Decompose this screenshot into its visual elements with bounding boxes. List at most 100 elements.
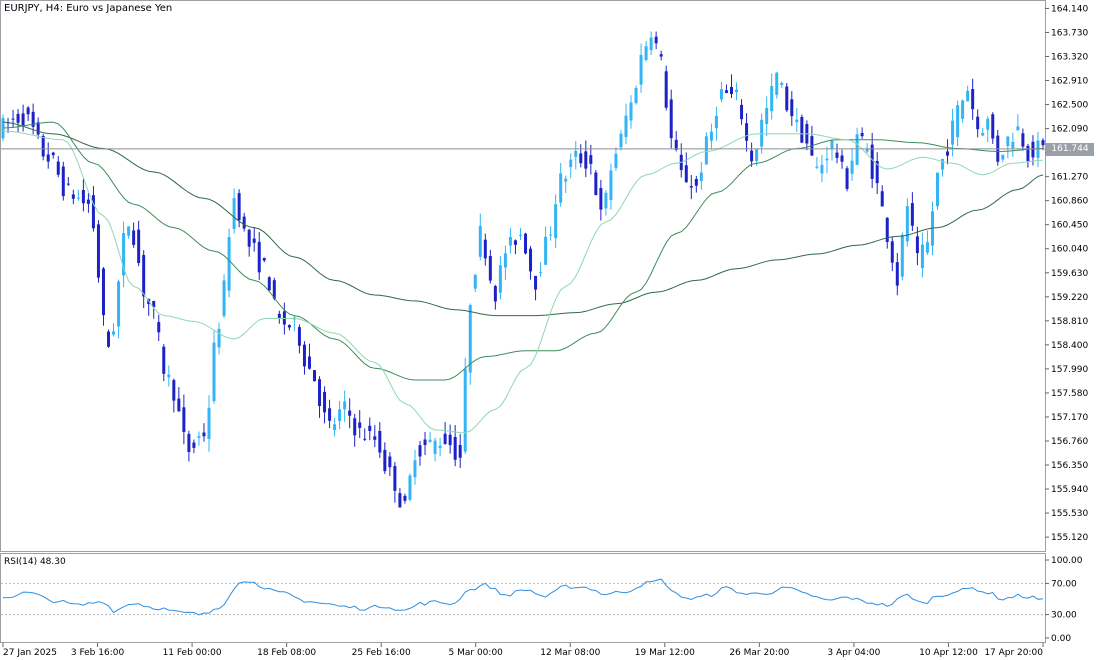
- time-tick-label: 3 Apr 04:00: [827, 648, 880, 658]
- candle-body: [423, 439, 427, 446]
- candle-body: [187, 433, 191, 453]
- candle-body: [197, 436, 201, 438]
- candle-body: [41, 135, 45, 157]
- candle-body: [855, 134, 859, 165]
- candle-body: [574, 150, 578, 157]
- candle-body: [589, 155, 593, 164]
- candle-body: [463, 368, 467, 452]
- candle-body: [302, 344, 306, 367]
- candle-body: [408, 475, 412, 500]
- candle-body: [363, 438, 367, 440]
- candle-body: [66, 183, 70, 185]
- candle-body: [488, 256, 492, 281]
- candle-body: [941, 159, 945, 170]
- candle-body: [343, 401, 347, 410]
- price-tick-label: 161.270: [1051, 173, 1088, 183]
- candle-body: [468, 305, 472, 373]
- candle-body: [735, 89, 739, 93]
- candle-body: [825, 158, 829, 161]
- candle-body: [961, 100, 965, 119]
- candle-body: [920, 244, 924, 269]
- candle-body: [529, 248, 533, 272]
- candle-body: [649, 37, 653, 51]
- candle-body: [634, 88, 638, 104]
- candle-body: [1001, 154, 1005, 160]
- candle-body: [428, 439, 432, 442]
- candle-body: [348, 410, 352, 416]
- candle-body: [242, 216, 246, 229]
- candle-body: [1031, 141, 1035, 158]
- candle-body: [1011, 141, 1015, 149]
- candle-body: [845, 168, 849, 189]
- candle-body: [1006, 136, 1010, 147]
- candle-body: [498, 265, 502, 293]
- price-tick-label: 156.350: [1051, 461, 1088, 471]
- candle-body: [880, 191, 884, 207]
- candle-body: [493, 286, 497, 302]
- candle-body: [81, 190, 85, 204]
- candle-body: [584, 151, 588, 169]
- candle-body: [26, 107, 30, 115]
- candle-body: [775, 72, 779, 95]
- candle-body: [117, 281, 121, 327]
- candle-body: [478, 225, 482, 257]
- candle-body: [338, 409, 342, 421]
- candle-body: [594, 172, 598, 196]
- candle-body: [312, 370, 316, 382]
- candle-body: [368, 425, 372, 431]
- candle-body: [282, 311, 286, 325]
- rsi-panel-frame: [0, 553, 1046, 643]
- candle-body: [413, 460, 417, 478]
- candle-body: [900, 234, 904, 277]
- candle-body: [202, 432, 206, 437]
- candle-body: [765, 107, 769, 124]
- candle-body: [212, 342, 216, 402]
- rsi-line: [2, 578, 1044, 616]
- rsi-indicator-title: RSI(14) 48.30: [4, 557, 66, 567]
- candle-body: [142, 254, 146, 297]
- main-panel-frame: [0, 0, 1046, 552]
- candle-body: [820, 164, 824, 174]
- candle-body: [719, 89, 723, 100]
- candle-body: [71, 194, 75, 199]
- candle-body: [101, 268, 105, 316]
- candle-body: [694, 178, 698, 186]
- candle-body: [448, 434, 452, 446]
- candle-body: [358, 422, 362, 428]
- candle-body: [534, 275, 538, 290]
- candle-body: [840, 155, 844, 162]
- candle-body: [951, 120, 955, 145]
- candle-body: [483, 239, 487, 259]
- candle-body: [730, 86, 734, 95]
- candle-body: [976, 116, 980, 130]
- candle-body: [946, 151, 950, 156]
- candle-body: [31, 111, 35, 127]
- candle-body: [750, 150, 754, 162]
- candle-body: [353, 418, 357, 436]
- price-tick-label: 163.320: [1051, 53, 1088, 63]
- candle-body: [714, 115, 718, 129]
- candle-body: [986, 118, 990, 130]
- candle-body: [328, 408, 332, 421]
- ma-mid-line: [2, 121, 1044, 381]
- price-tick-label: 160.450: [1051, 221, 1088, 231]
- price-tick-label: 155.940: [1051, 485, 1088, 495]
- candle-body: [458, 445, 462, 458]
- candle-body: [910, 203, 914, 226]
- candle-body: [388, 456, 392, 468]
- price-tick-label: 157.990: [1051, 365, 1088, 375]
- candle-body: [870, 144, 874, 179]
- candle-body: [418, 445, 422, 457]
- candle-body: [669, 99, 673, 139]
- candle-body: [740, 104, 744, 120]
- candle-body: [192, 442, 196, 448]
- candle-body: [272, 280, 276, 299]
- time-tick-label: 18 Feb 08:00: [257, 648, 316, 658]
- rsi-tick-label: 70.00: [1051, 579, 1077, 589]
- candle-body: [795, 119, 799, 123]
- candle-body: [177, 398, 181, 412]
- candle-body: [122, 233, 126, 276]
- price-tick-label: 162.910: [1051, 77, 1088, 87]
- price-tick-label: 157.170: [1051, 413, 1088, 423]
